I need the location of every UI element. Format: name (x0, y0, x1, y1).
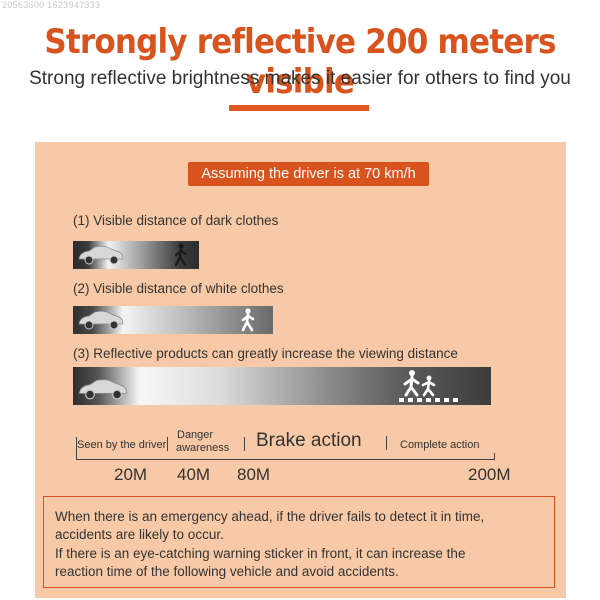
note-line-3: If there is an eye-catching warning stic… (55, 546, 466, 561)
mark-80m: 80M (237, 465, 271, 484)
note-line-1: When there is an emergency ahead, if the… (55, 509, 485, 524)
scale-tick (76, 437, 77, 460)
note-box (43, 496, 555, 588)
walking-person-icon (174, 243, 188, 267)
item-1-label: (1) Visible distance of dark clothes (73, 213, 279, 228)
danger-label-line2: awareness (176, 442, 230, 454)
mark-200m: 200M (468, 465, 511, 484)
scale-tick (244, 437, 245, 451)
reflective-visibility-strip (73, 367, 491, 405)
speed-banner: Assuming the driver is at 70 km/h (188, 162, 429, 186)
watermark-text: 20563600 1623947333 (2, 0, 101, 10)
mark-40m: 40M (177, 465, 211, 484)
car-icon (78, 379, 128, 400)
item-3-label: (3) Reflective products can greatly incr… (73, 346, 458, 361)
note-line-2: accidents are likely to occur. (55, 527, 224, 542)
accent-divider (229, 105, 369, 111)
item-2-label: (2) Visible distance of white clothes (73, 281, 284, 296)
page-subtitle: Strong reflective brightness makes it ea… (29, 68, 571, 89)
page-title: Strongly reflective 200 meters visible (44, 22, 556, 102)
dark-clothes-visibility-strip (73, 241, 199, 269)
white-clothes-visibility-strip (73, 306, 273, 334)
scale-tick (386, 436, 387, 450)
car-icon (78, 245, 124, 265)
walking-person-icon (241, 308, 255, 332)
brake-action-label: Brake action (256, 430, 362, 451)
complete-action-label: Complete action (400, 439, 480, 451)
mark-20m: 20M (114, 465, 148, 484)
note-line-4: reaction time of the following vehicle a… (55, 564, 399, 579)
danger-label-line1: Danger (177, 429, 214, 441)
scale-axis (76, 459, 495, 460)
pedestrians-crossing-icon (399, 370, 458, 402)
scale-tick (167, 437, 168, 451)
scale-tick (494, 453, 495, 460)
seen-by-driver-label: Seen by the driver (77, 439, 167, 451)
car-icon (78, 310, 124, 330)
